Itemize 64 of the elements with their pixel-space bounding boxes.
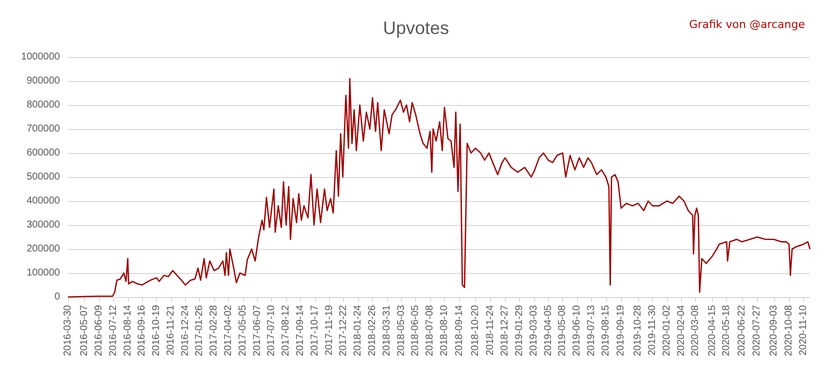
x-tick-label: 2017-10-17 (309, 304, 320, 356)
x-tick-label: 2018-09-14 (454, 304, 466, 356)
y-tick-label: 300000 (26, 220, 60, 230)
x-tick-label: 2016-10-19 (151, 304, 162, 356)
y-tick-label: 0 (54, 292, 60, 302)
x-tick-label: 2019-10-28 (632, 304, 644, 356)
x-tick-label: 2016-09-16 (136, 304, 148, 356)
x-tick-label: 2019-08-15 (600, 304, 612, 356)
y-tick-label: 900000 (26, 76, 60, 86)
x-tick-label: 2016-08-14 (122, 304, 134, 356)
x-tick-label: 2020-01-02 (661, 304, 672, 356)
y-tick-label: 800000 (26, 100, 60, 110)
x-tick-label: 2020-05-18 (721, 304, 732, 356)
chart-title: Upvotes (382, 18, 450, 38)
x-tick-label: 2020-09-03 (768, 304, 780, 356)
x-tick-label: 2018-02-26 (366, 304, 378, 356)
x-tick-label: 2016-03-30 (62, 304, 74, 356)
x-tick-label: 2017-06-07 (252, 304, 263, 356)
x-tick-label: 2019-04-05 (542, 304, 554, 356)
x-tick-label: 2020-04-15 (706, 304, 718, 356)
x-tick-label: 2017-04-02 (223, 304, 234, 356)
x-tick-label: 2019-06-10 (572, 304, 583, 356)
x-tick-label: 2020-10-08 (784, 304, 795, 356)
x-tick-label: 2018-07-08 (424, 304, 436, 356)
x-tick-label: 2018-01-24 (352, 304, 364, 356)
y-tick-label: 400000 (26, 196, 60, 206)
x-tick-label: 2018-08-10 (438, 304, 450, 356)
x-tick-label: 2016-11-21 (165, 304, 176, 356)
x-tick-label: 2020-06-22 (736, 304, 748, 356)
x-tick-label: 2016-05-07 (79, 304, 90, 356)
y-tick-label: 1000000 (21, 52, 60, 62)
text: Grafik von @arcange (689, 18, 806, 31)
x-tick-label: 2017-08-12 (280, 304, 292, 356)
x-tick-label: 2016-06-09 (93, 304, 104, 356)
x-tick-label: 2017-07-10 (266, 304, 278, 356)
x-tick-label: 2020-02-04 (676, 304, 687, 356)
x-tick-label: 2018-11-24 (485, 304, 496, 356)
x-tick-label: 2019-07-13 (586, 304, 597, 356)
x-tick-label: 2020-11-10 (798, 304, 809, 356)
y-tick-label: 600000 (26, 148, 60, 158)
x-tick-label: 2018-06-05 (410, 304, 422, 356)
x-tick-label: 2018-12-27 (500, 304, 511, 356)
x-tick-label: 2017-09-14 (295, 304, 306, 356)
y-tick-label: 700000 (26, 124, 60, 134)
x-tick-label: 2019-05-08 (557, 304, 568, 356)
x-tick-label: 2020-03-08 (690, 304, 702, 356)
y-tick-label: 100000 (26, 268, 60, 278)
x-tick-label: 2017-11-19 (324, 304, 335, 356)
x-tick-label: 2016-12-24 (180, 304, 191, 356)
y-tick-label: 500000 (26, 172, 60, 182)
x-tick-label: 2018-10-20 (470, 304, 481, 356)
x-tick-label: 2019-11-30 (647, 304, 658, 356)
x-tick-label: 2019-03-03 (528, 304, 540, 356)
x-tick-label: 2016-07-12 (108, 304, 119, 356)
x-tick-label: 2019-09-19 (616, 304, 627, 356)
x-tick-label: 2017-02-28 (208, 304, 220, 356)
x-tick-label: 2019-01-29 (514, 304, 525, 356)
x-tick-label: 2018-03-31 (381, 304, 392, 356)
y-tick-label: 200000 (26, 244, 60, 254)
x-tick-label: 2017-05-05 (237, 304, 248, 356)
x-tick-label: 2017-01-26 (194, 304, 206, 356)
x-tick-label: 2020-07-27 (752, 304, 763, 356)
x-tick-label: 2017-12-22 (338, 304, 350, 356)
x-tick-label: 2018-05-03 (396, 304, 407, 356)
